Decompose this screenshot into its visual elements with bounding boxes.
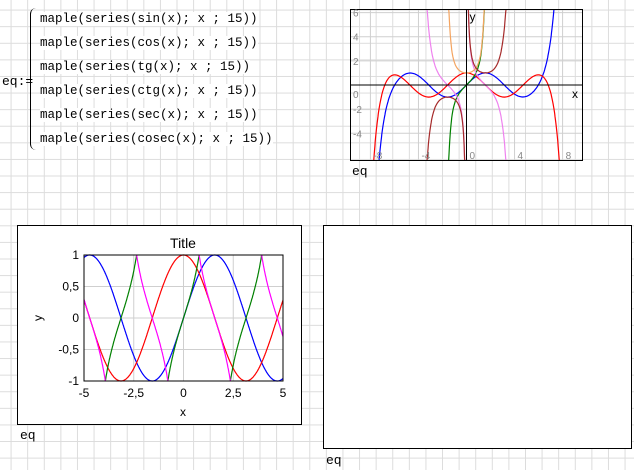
x-tick-label: -5 bbox=[79, 386, 90, 400]
series-plot[interactable]: -8 -4 0 4 8 6 4 2 0 -2 -4 x y bbox=[350, 9, 583, 161]
x-tick-label: 5 bbox=[280, 386, 287, 400]
x-tick-label: 8 bbox=[566, 151, 572, 161]
series-line bbox=[104, 254, 263, 382]
x-tick-label: 0 bbox=[470, 151, 476, 161]
empty-plot[interactable] bbox=[323, 225, 632, 449]
chart-title: Title bbox=[170, 235, 196, 251]
definition-line[interactable]: maple(series(tg(x); x ; 15)) bbox=[40, 60, 251, 74]
x-axis-label: x bbox=[180, 405, 186, 419]
plot-border bbox=[83, 254, 284, 382]
x-axis-label: x bbox=[572, 87, 578, 101]
y-tick-label: -4 bbox=[353, 129, 362, 140]
series-line bbox=[426, 9, 507, 161]
definition-line[interactable]: maple(series(cosec(x); x ; 15)) bbox=[40, 132, 273, 146]
y-tick-label: 2 bbox=[353, 57, 359, 68]
y-axis-label: y bbox=[31, 315, 45, 321]
variable-name: eq bbox=[2, 74, 18, 89]
definition-line[interactable]: maple(series(sec(x); x ; 15)) bbox=[40, 108, 258, 122]
plot-label: eq bbox=[20, 428, 36, 443]
x-tick-label: 4 bbox=[518, 151, 524, 161]
series-line bbox=[83, 254, 284, 382]
x-tick-label: 0 bbox=[180, 386, 187, 400]
definition-line[interactable]: maple(series(ctg(x); x ; 15)) bbox=[40, 84, 258, 98]
y-tick-label: 4 bbox=[353, 33, 359, 44]
definition-line[interactable]: maple(series(sin(x); x ; 15)) bbox=[40, 12, 258, 26]
x-tick-label: 2,5 bbox=[225, 386, 242, 400]
y-tick-label: 0 bbox=[72, 311, 79, 325]
assign-operator: := bbox=[17, 74, 34, 89]
definition-label: eq:= bbox=[2, 74, 33, 89]
y-tick-label: 0 bbox=[353, 90, 359, 101]
y-tick-label: 1 bbox=[72, 248, 79, 262]
plot-border bbox=[350, 9, 583, 161]
x-tick-label: -2,5 bbox=[123, 386, 144, 400]
function-plot[interactable]: Title -5 -2,5 0 2,5 5 1 0,5 0 -0,5 -1 x y bbox=[18, 226, 301, 424]
plot-label: eq bbox=[326, 453, 342, 468]
x-tick-label: -4 bbox=[421, 151, 430, 161]
y-axis-label: y bbox=[470, 10, 476, 24]
y-tick-label: 0,5 bbox=[62, 280, 79, 294]
y-tick-label: -0,5 bbox=[58, 343, 79, 357]
y-tick-label: 6 bbox=[353, 9, 359, 20]
x-tick-label: -8 bbox=[373, 151, 382, 161]
y-tick-label: -2 bbox=[353, 105, 362, 116]
function-plot-frame[interactable]: Title -5 -2,5 0 2,5 5 1 0,5 0 -0,5 -1 x y bbox=[17, 225, 302, 425]
brace bbox=[30, 8, 39, 150]
definition-line[interactable]: maple(series(cos(x); x ; 15)) bbox=[40, 36, 258, 50]
plot-label: eq bbox=[352, 164, 368, 179]
y-tick-label: -1 bbox=[68, 374, 79, 388]
